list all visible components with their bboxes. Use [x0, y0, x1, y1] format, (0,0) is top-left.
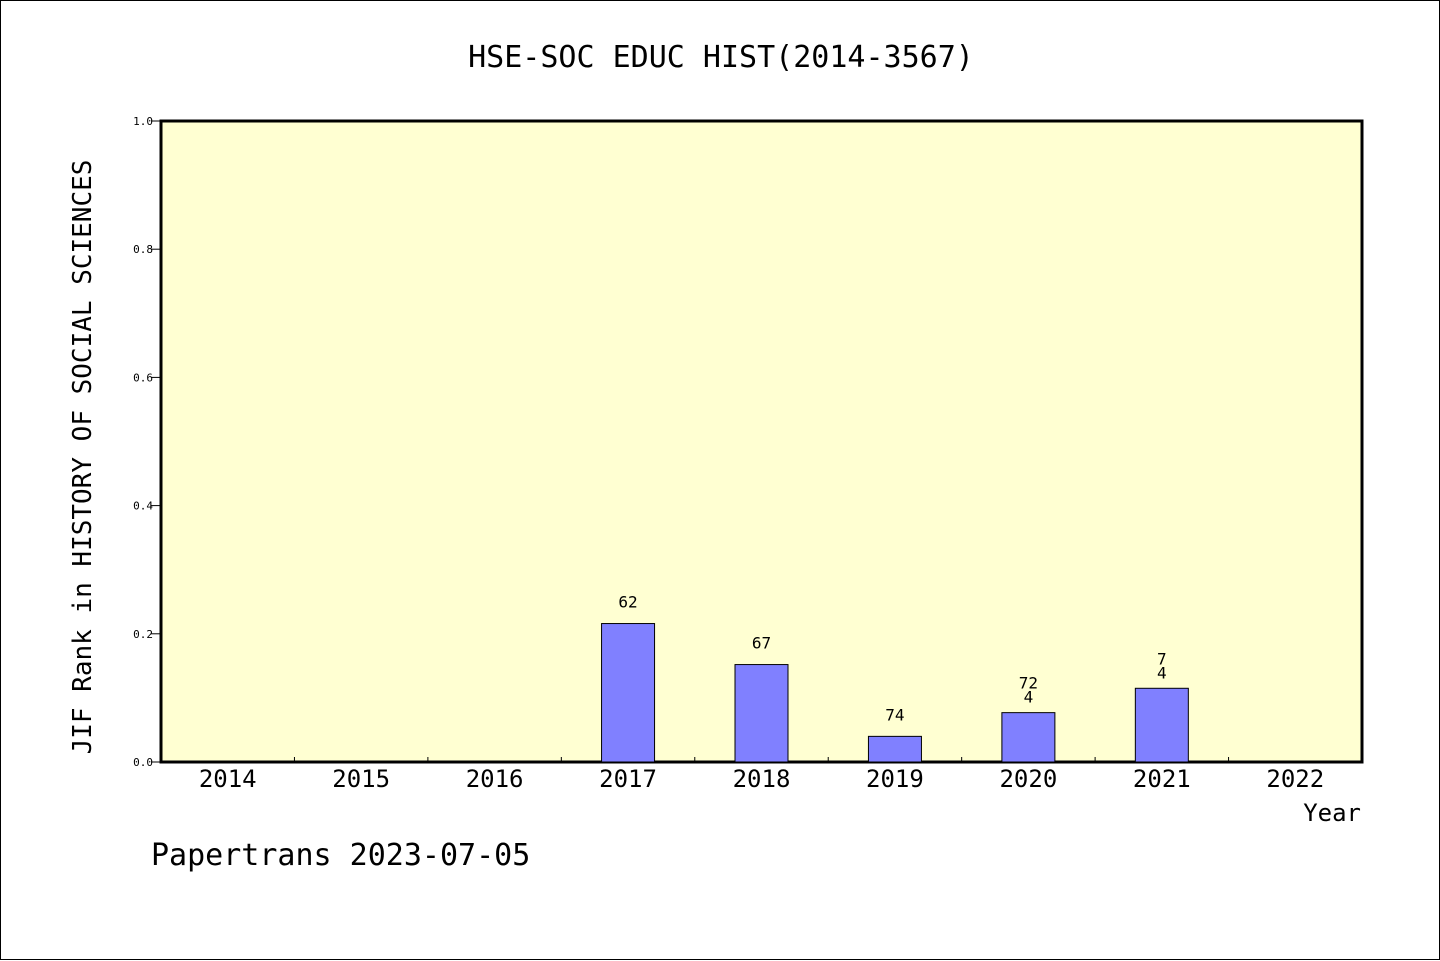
bars-group [601, 623, 1189, 763]
x-tick-label: 2014 [199, 765, 257, 793]
bar-value-label: 74 [885, 705, 904, 724]
x-tick-label: 2016 [466, 765, 524, 793]
y-tick-label: 0.4 [133, 500, 153, 513]
bar-2017 [601, 623, 656, 763]
y-tick-label: 0.8 [133, 243, 153, 256]
x-tick-label: 2022 [1266, 765, 1324, 793]
y-axis-ticks: 0.0 0.2 0.4 0.6 0.8 1.0 [133, 115, 161, 769]
y-tick-label: 0.0 [133, 756, 153, 769]
bar-value-label: 7 [1157, 649, 1167, 668]
x-tick-label: 2017 [599, 765, 657, 793]
x-axis-label: Year [1303, 799, 1361, 827]
bar-2020 [1001, 712, 1056, 763]
x-tick-label: 2018 [733, 765, 791, 793]
y-axis-label: JIF Rank in HISTORY OF SOCIAL SCIENCES [68, 160, 98, 755]
x-tick-label: 2020 [999, 765, 1057, 793]
bar-value-label: 4 [1024, 688, 1034, 707]
x-axis-ticks: 2014 2015 2016 2017 2018 2019 2020 2021 2022 [199, 757, 1324, 793]
footer-credit: Papertrans 2023-07-05 [151, 838, 530, 873]
bar-value-label: 67 [752, 634, 771, 653]
chart-title: HSE-SOC EDUC HIST(2014-3567) [468, 40, 974, 75]
y-tick-label: 0.2 [133, 628, 153, 641]
bar-value-label: 72 [1019, 674, 1038, 693]
y-tick-label: 0.6 [133, 371, 153, 384]
bar-value-label: 62 [618, 593, 637, 612]
y-tick-label: 1.0 [133, 115, 153, 128]
bar-2019 [867, 735, 922, 763]
plot-area [159, 119, 1364, 764]
bar-value-label: 4 [1157, 663, 1167, 682]
x-tick-label: 2019 [866, 765, 924, 793]
bar-2018 [734, 664, 789, 763]
x-tick-label: 2015 [332, 765, 390, 793]
bar-2021 [1134, 687, 1189, 763]
x-tick-label: 2021 [1133, 765, 1191, 793]
